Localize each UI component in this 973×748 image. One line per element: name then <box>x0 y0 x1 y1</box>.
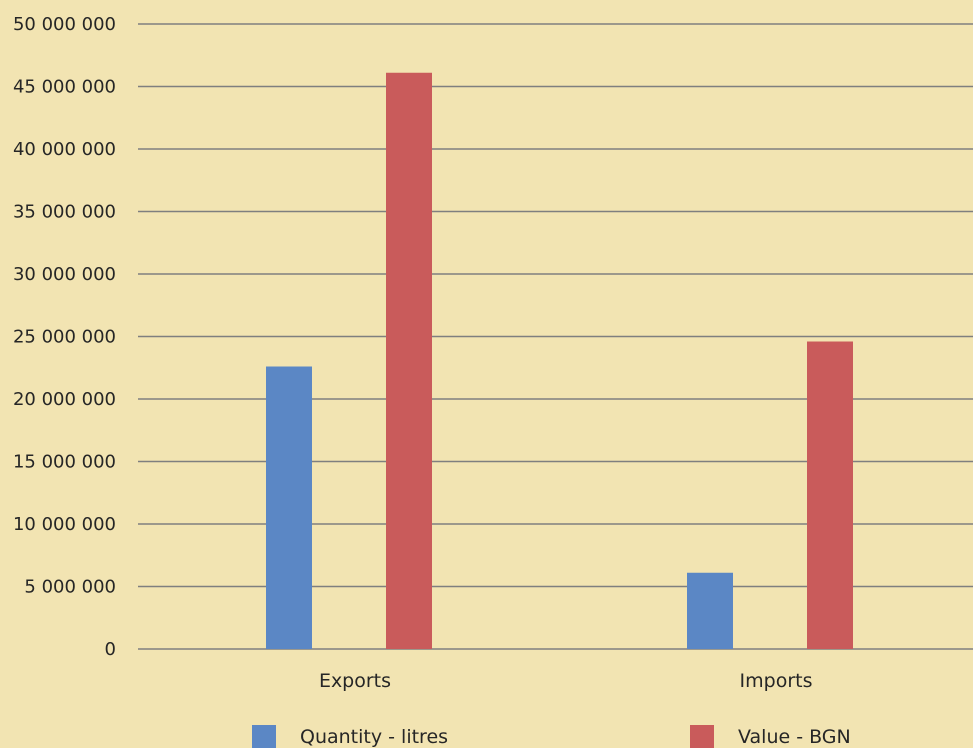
legend: Quantity - litres Value - BGN <box>252 725 851 748</box>
bars <box>266 72 853 649</box>
legend-swatch <box>690 725 714 748</box>
y-axis-tick-labels: 0 5 000 000 10 000 000 15 000 000 20 000 000… <box>13 14 116 660</box>
bar-exports-series-2 <box>386 72 432 649</box>
legend-label: Quantity - litres <box>300 726 448 748</box>
x-axis-category-labels: Exports Imports <box>319 670 813 692</box>
y-tick-label: 40 000 000 <box>13 139 116 160</box>
y-tick-label: 15 000 000 <box>13 452 116 473</box>
y-tick-label: 35 000 000 <box>13 202 116 223</box>
y-tick-label: 50 000 000 <box>13 14 116 35</box>
y-tick-label: 25 000 000 <box>13 327 116 348</box>
legend-label: Value - BGN <box>738 726 851 748</box>
y-tick-label: 0 <box>105 639 116 660</box>
y-tick-label: 30 000 000 <box>13 264 116 285</box>
bar-imports-series-1 <box>687 572 733 649</box>
y-tick-label: 5 000 000 <box>24 577 116 598</box>
bar-imports-series-2 <box>807 341 853 649</box>
y-tick-label: 45 000 000 <box>13 77 116 98</box>
legend-swatch <box>252 725 276 748</box>
y-tick-label: 10 000 000 <box>13 514 116 535</box>
y-tick-label: 20 000 000 <box>13 389 116 410</box>
x-category-label: Imports <box>740 670 813 692</box>
x-category-label: Exports <box>319 670 391 692</box>
bar-exports-series-1 <box>266 366 312 649</box>
